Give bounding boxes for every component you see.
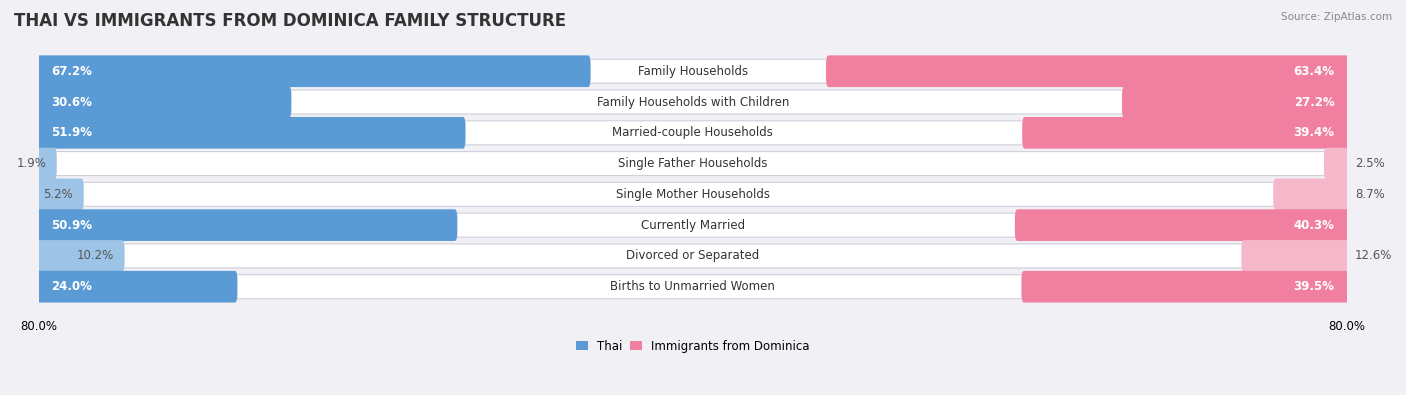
FancyBboxPatch shape: [1015, 209, 1350, 241]
Text: 24.0%: 24.0%: [51, 280, 91, 293]
Text: 51.9%: 51.9%: [51, 126, 91, 139]
Text: 12.6%: 12.6%: [1355, 249, 1392, 262]
Text: 50.9%: 50.9%: [51, 219, 91, 231]
FancyBboxPatch shape: [827, 55, 1350, 87]
Text: 27.2%: 27.2%: [1294, 96, 1334, 109]
FancyBboxPatch shape: [1324, 148, 1350, 179]
Text: Source: ZipAtlas.com: Source: ZipAtlas.com: [1281, 12, 1392, 22]
FancyBboxPatch shape: [1122, 86, 1350, 118]
FancyBboxPatch shape: [39, 213, 1347, 237]
FancyBboxPatch shape: [39, 152, 1347, 176]
Text: 30.6%: 30.6%: [51, 96, 91, 109]
Text: 8.7%: 8.7%: [1355, 188, 1385, 201]
Text: 63.4%: 63.4%: [1294, 65, 1334, 78]
FancyBboxPatch shape: [39, 275, 1347, 299]
FancyBboxPatch shape: [37, 86, 291, 118]
FancyBboxPatch shape: [39, 182, 1347, 206]
FancyBboxPatch shape: [37, 55, 591, 87]
Text: Married-couple Households: Married-couple Households: [613, 126, 773, 139]
FancyBboxPatch shape: [37, 209, 457, 241]
Text: 2.5%: 2.5%: [1355, 157, 1385, 170]
FancyBboxPatch shape: [37, 117, 465, 149]
Text: Family Households with Children: Family Households with Children: [596, 96, 789, 109]
FancyBboxPatch shape: [39, 244, 1347, 268]
Text: 39.5%: 39.5%: [1294, 280, 1334, 293]
Text: THAI VS IMMIGRANTS FROM DOMINICA FAMILY STRUCTURE: THAI VS IMMIGRANTS FROM DOMINICA FAMILY …: [14, 12, 567, 30]
FancyBboxPatch shape: [37, 179, 84, 210]
Text: 40.3%: 40.3%: [1294, 219, 1334, 231]
FancyBboxPatch shape: [39, 121, 1347, 145]
Text: 39.4%: 39.4%: [1294, 126, 1334, 139]
FancyBboxPatch shape: [37, 271, 238, 303]
FancyBboxPatch shape: [37, 240, 125, 272]
Text: Currently Married: Currently Married: [641, 219, 745, 231]
FancyBboxPatch shape: [39, 59, 1347, 83]
FancyBboxPatch shape: [1022, 117, 1350, 149]
Text: Divorced or Separated: Divorced or Separated: [626, 249, 759, 262]
FancyBboxPatch shape: [1241, 240, 1350, 272]
Text: 1.9%: 1.9%: [17, 157, 46, 170]
Text: 10.2%: 10.2%: [77, 249, 114, 262]
Legend: Thai, Immigrants from Dominica: Thai, Immigrants from Dominica: [574, 337, 811, 355]
Text: Family Households: Family Households: [638, 65, 748, 78]
Text: Single Father Households: Single Father Households: [619, 157, 768, 170]
FancyBboxPatch shape: [1274, 179, 1350, 210]
Text: 5.2%: 5.2%: [44, 188, 73, 201]
Text: 67.2%: 67.2%: [51, 65, 91, 78]
Text: Births to Unmarried Women: Births to Unmarried Women: [610, 280, 775, 293]
FancyBboxPatch shape: [1021, 271, 1350, 303]
Text: Single Mother Households: Single Mother Households: [616, 188, 769, 201]
FancyBboxPatch shape: [37, 148, 56, 179]
FancyBboxPatch shape: [39, 90, 1347, 114]
